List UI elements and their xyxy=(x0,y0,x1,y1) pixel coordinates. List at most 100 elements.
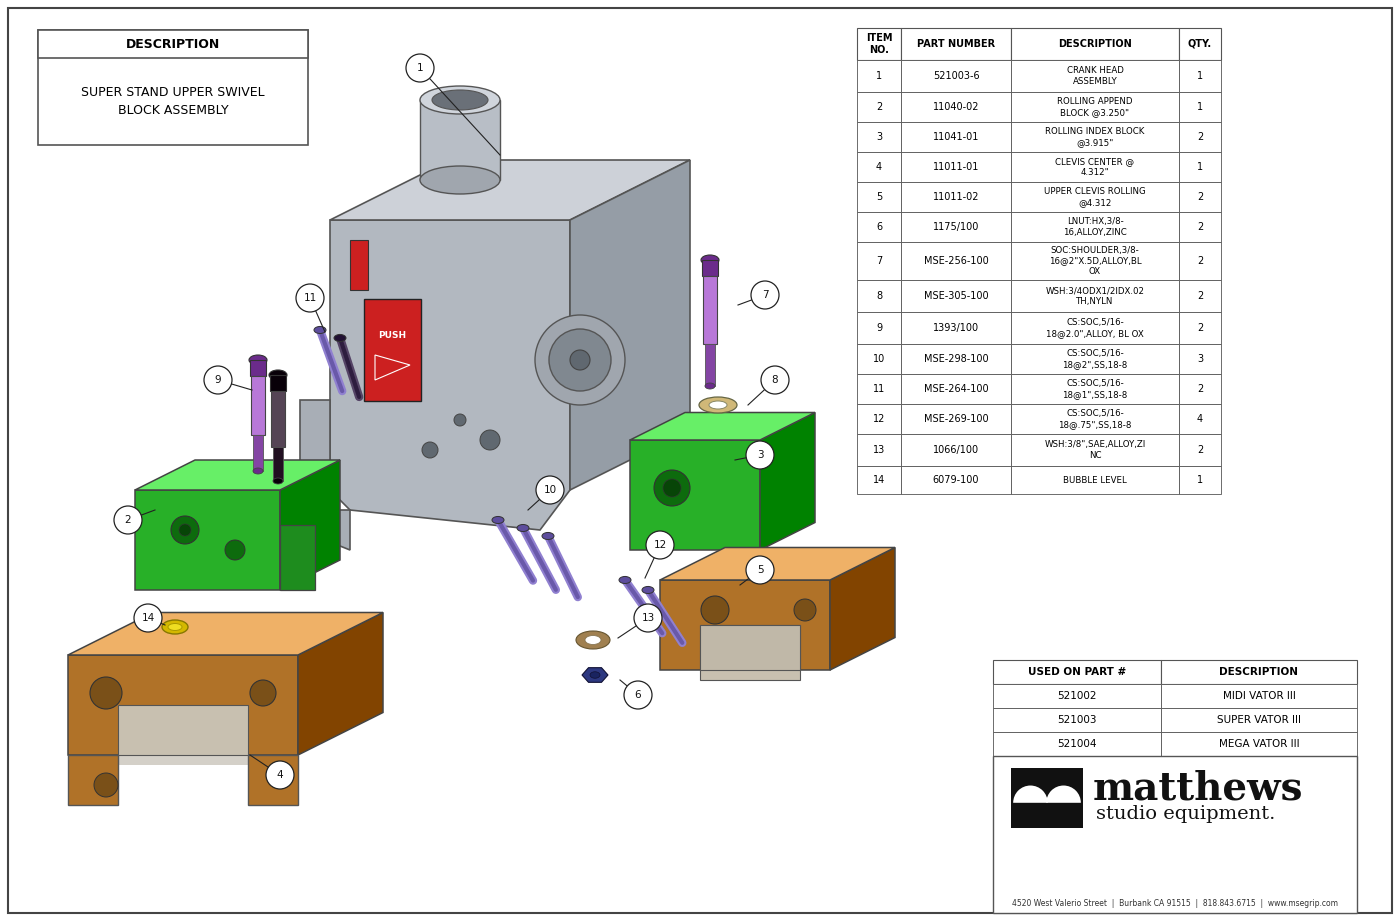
Polygon shape xyxy=(582,668,608,682)
Ellipse shape xyxy=(699,397,736,413)
Text: 6079-100: 6079-100 xyxy=(932,475,979,485)
Text: 1: 1 xyxy=(876,71,882,81)
Ellipse shape xyxy=(619,577,631,584)
Circle shape xyxy=(536,476,564,504)
Text: 2: 2 xyxy=(1197,192,1203,202)
Ellipse shape xyxy=(542,532,554,540)
Ellipse shape xyxy=(269,370,287,380)
Text: ROLLING INDEX BLOCK
@3.915": ROLLING INDEX BLOCK @3.915" xyxy=(1046,127,1145,146)
Bar xyxy=(857,122,902,152)
Text: 2: 2 xyxy=(1197,256,1203,266)
Text: WSH:3/4ODX1/2IDX.02
TH,NYLN: WSH:3/4ODX1/2IDX.02 TH,NYLN xyxy=(1046,286,1145,306)
Bar xyxy=(857,312,902,344)
Bar xyxy=(1161,660,1357,684)
Bar xyxy=(902,280,1011,312)
Bar xyxy=(993,708,1161,732)
Bar xyxy=(1011,312,1179,344)
Circle shape xyxy=(113,506,141,534)
Polygon shape xyxy=(830,547,895,670)
Text: 3: 3 xyxy=(756,450,763,460)
Circle shape xyxy=(134,604,162,632)
Text: 10: 10 xyxy=(872,354,885,364)
Bar xyxy=(993,684,1161,708)
Text: 13: 13 xyxy=(641,613,655,623)
Bar xyxy=(1011,280,1179,312)
Text: 1066/100: 1066/100 xyxy=(932,445,979,455)
Bar xyxy=(902,28,1011,60)
Ellipse shape xyxy=(585,635,601,645)
Bar xyxy=(1179,212,1221,242)
Bar xyxy=(1179,152,1221,182)
Bar xyxy=(902,312,1011,344)
Bar xyxy=(993,756,1357,913)
Circle shape xyxy=(179,524,190,536)
Text: 521003-6: 521003-6 xyxy=(932,71,980,81)
Text: matthews: matthews xyxy=(1093,769,1303,807)
Bar xyxy=(1161,732,1357,756)
Bar xyxy=(703,276,717,344)
Ellipse shape xyxy=(314,327,326,333)
Bar xyxy=(1179,182,1221,212)
Text: 9: 9 xyxy=(214,375,221,385)
Text: 8: 8 xyxy=(876,291,882,301)
Circle shape xyxy=(90,677,122,709)
Bar xyxy=(857,344,902,374)
Text: 1: 1 xyxy=(1197,475,1203,485)
Wedge shape xyxy=(1014,786,1047,803)
Text: CS:SOC,5/16-
18@1",SS,18-8: CS:SOC,5/16- 18@1",SS,18-8 xyxy=(1063,379,1127,399)
Ellipse shape xyxy=(549,329,610,391)
Bar xyxy=(857,434,902,466)
Ellipse shape xyxy=(575,631,610,649)
Text: 2: 2 xyxy=(125,515,132,525)
Ellipse shape xyxy=(589,671,601,678)
Text: 1393/100: 1393/100 xyxy=(932,323,979,333)
Bar xyxy=(857,404,902,434)
Bar xyxy=(1179,28,1221,60)
Bar xyxy=(1011,768,1084,828)
Bar xyxy=(902,404,1011,434)
Text: CRANK HEAD
ASSEMBLY: CRANK HEAD ASSEMBLY xyxy=(1067,66,1123,86)
Circle shape xyxy=(664,479,680,497)
Bar xyxy=(118,705,248,765)
Bar xyxy=(857,92,902,122)
Ellipse shape xyxy=(491,517,504,523)
Text: 6: 6 xyxy=(634,690,641,700)
Ellipse shape xyxy=(701,255,720,265)
Text: SOC:SHOULDER,3/8-
16@2"X.5D,ALLOY,BL
OX: SOC:SHOULDER,3/8- 16@2"X.5D,ALLOY,BL OX xyxy=(1049,246,1141,276)
Text: CS:SOC,5/16-
18@.75",SS,18-8: CS:SOC,5/16- 18@.75",SS,18-8 xyxy=(1058,409,1131,428)
Circle shape xyxy=(266,761,294,789)
Text: MSE-305-100: MSE-305-100 xyxy=(924,291,988,301)
Circle shape xyxy=(624,681,652,709)
Circle shape xyxy=(295,284,323,312)
Polygon shape xyxy=(659,580,830,670)
Text: 12: 12 xyxy=(654,540,666,550)
Polygon shape xyxy=(280,460,340,590)
Polygon shape xyxy=(330,160,690,220)
Polygon shape xyxy=(300,400,350,550)
Polygon shape xyxy=(630,440,760,550)
Bar xyxy=(1179,374,1221,404)
Polygon shape xyxy=(330,220,570,530)
Bar xyxy=(857,60,902,92)
Bar xyxy=(993,660,1161,684)
Text: 1: 1 xyxy=(1197,71,1203,81)
Bar xyxy=(1011,466,1179,494)
Text: DESCRIPTION: DESCRIPTION xyxy=(1219,667,1299,677)
Bar xyxy=(1011,92,1179,122)
Circle shape xyxy=(171,516,199,544)
Text: UPPER CLEVIS ROLLING
@4.312: UPPER CLEVIS ROLLING @4.312 xyxy=(1044,187,1145,206)
Text: 8: 8 xyxy=(771,375,778,385)
Text: CS:SOC,5/16-
18@2.0",ALLOY, BL OX: CS:SOC,5/16- 18@2.0",ALLOY, BL OX xyxy=(1046,319,1144,338)
Bar xyxy=(902,212,1011,242)
Text: 521003: 521003 xyxy=(1057,715,1096,725)
Bar xyxy=(902,374,1011,404)
Bar xyxy=(253,435,263,471)
Text: 1: 1 xyxy=(1197,162,1203,172)
Text: 7: 7 xyxy=(876,256,882,266)
Ellipse shape xyxy=(643,587,654,593)
Bar xyxy=(38,30,308,58)
Text: MIDI VATOR III: MIDI VATOR III xyxy=(1222,691,1295,701)
Ellipse shape xyxy=(708,401,727,409)
Text: PART NUMBER: PART NUMBER xyxy=(917,39,995,49)
Ellipse shape xyxy=(249,355,267,365)
